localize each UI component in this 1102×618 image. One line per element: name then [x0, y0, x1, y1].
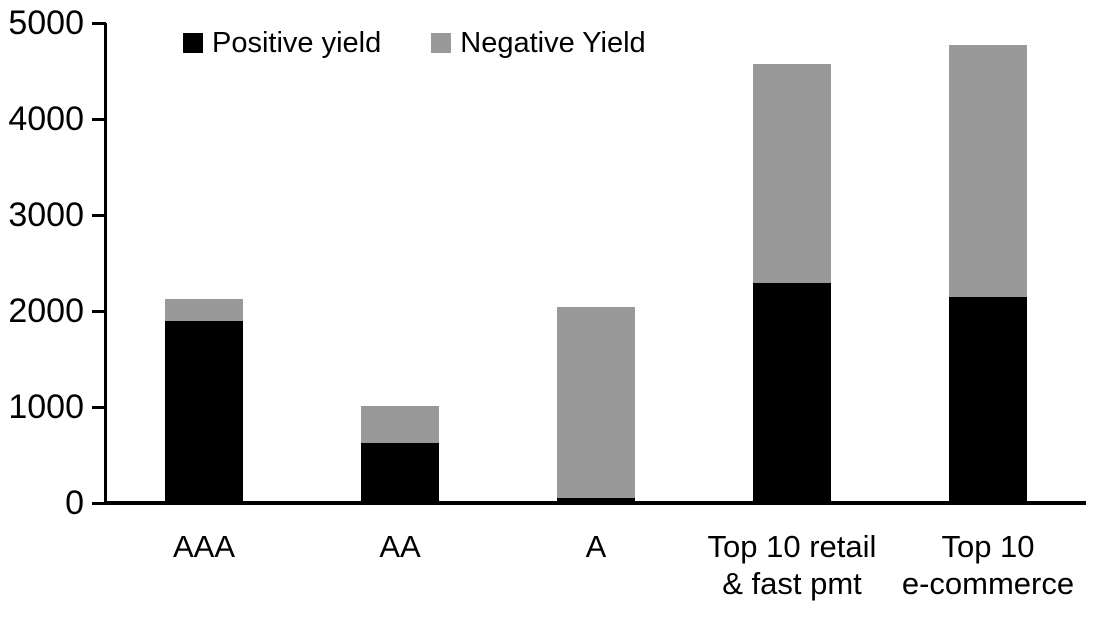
bar-segment: [557, 307, 635, 499]
bar-segment: [165, 298, 243, 321]
y-tick-mark: [92, 21, 106, 25]
bar-segment: [557, 498, 635, 503]
x-axis-category-label: Top 10 retail & fast pmt: [707, 529, 877, 601]
x-axis-category-label: AAA: [172, 529, 236, 564]
legend-item-positive-yield: Positive yield: [183, 28, 381, 58]
legend-label-positive-yield: Positive yield: [212, 27, 382, 59]
y-tick-mark: [92, 309, 106, 313]
y-tick-mark: [92, 213, 106, 217]
y-tick-label: 2000: [8, 292, 84, 330]
y-tick-mark: [92, 117, 106, 121]
y-tick-label: 5000: [8, 4, 84, 42]
negative-yield-swatch-icon: [431, 33, 452, 53]
x-axis-category-label: AA: [379, 529, 421, 564]
legend-item-negative-yield: Negative Yield: [431, 27, 646, 59]
bar-segment: [949, 45, 1027, 297]
bar-segment: [361, 442, 439, 503]
y-tick-label: 1000: [8, 388, 84, 426]
bar-segment: [753, 64, 831, 284]
y-tick-mark: [92, 405, 106, 409]
y-tick-label: 4000: [8, 100, 84, 138]
y-axis-line: [104, 23, 107, 505]
bar-segment: [949, 296, 1027, 503]
bar-segment: [361, 406, 439, 443]
y-tick-label: 0: [65, 484, 84, 522]
bar-segment: [165, 320, 243, 503]
bar-segment: [753, 283, 831, 503]
positive-yield-swatch-icon: [183, 33, 203, 53]
legend: Positive yield Negative Yield: [183, 28, 646, 58]
y-tick-label: 3000: [8, 196, 84, 234]
x-axis-line: [104, 501, 1086, 505]
legend-label-negative-yield: Negative Yield: [460, 27, 646, 59]
x-axis-category-label: Top 10 e-commerce: [901, 529, 1075, 601]
x-axis-category-label: A: [585, 529, 607, 564]
y-tick-mark: [92, 501, 106, 505]
